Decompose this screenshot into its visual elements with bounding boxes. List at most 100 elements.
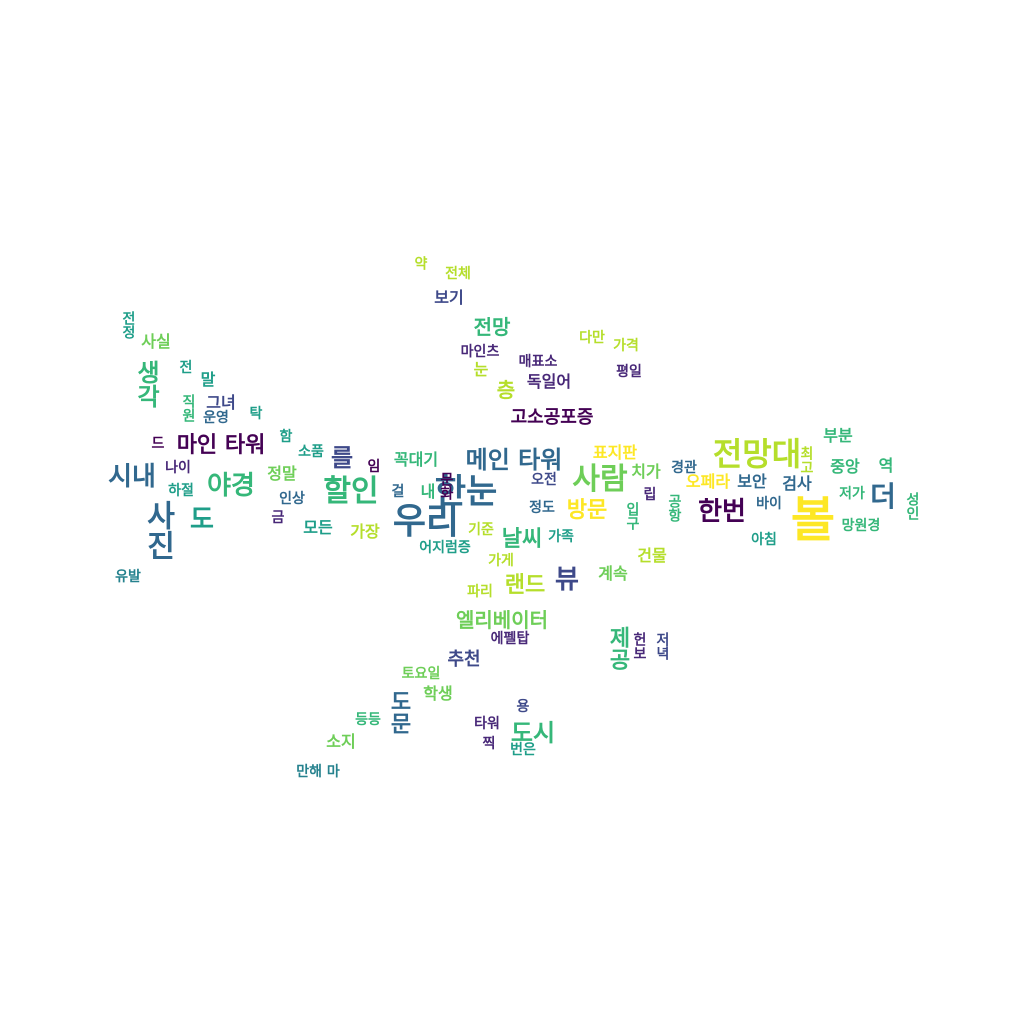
word-cloud-word: 다만 [579, 330, 605, 346]
word-cloud-word: 드 [151, 436, 165, 452]
word-cloud-word: 오전 [531, 472, 557, 488]
word-cloud-word: 부분 [823, 426, 853, 445]
word-cloud-word: 뷰 [555, 565, 579, 595]
word-cloud-word: 도시 [510, 719, 556, 747]
word-cloud-word: 한눈 [434, 472, 498, 512]
word-cloud-word: 를 [330, 444, 354, 472]
word-cloud-word: 함 [279, 429, 293, 445]
word-cloud-word: 찍 [482, 736, 496, 752]
word-cloud-word: 정도 [529, 500, 555, 516]
word-cloud-word: 경관 [671, 460, 697, 476]
word-cloud-word: 말 [200, 370, 216, 389]
word-cloud-word: 등등 [355, 712, 381, 728]
word-cloud-word: 전 [179, 360, 193, 376]
word-cloud-word: 성인 [904, 492, 920, 520]
word-cloud-word: 사람 [572, 462, 628, 497]
word-cloud-word: 도 [190, 505, 214, 535]
word-cloud-word: 모든 [303, 518, 333, 537]
word-cloud-word: 망원경 [841, 518, 881, 534]
word-cloud-word: 저녁 [654, 632, 670, 660]
word-cloud-word: 사실 [141, 332, 171, 351]
word-cloud-word: 우리 [392, 501, 460, 542]
word-cloud-word: 사진 [140, 500, 175, 560]
word-cloud-word: 가게 [488, 553, 514, 569]
word-cloud-word: 눈 [473, 360, 489, 379]
word-cloud-word: 엘리베이터 [456, 608, 548, 632]
word-cloud-word: 아침 [751, 532, 777, 548]
word-cloud-word: 층 [496, 378, 516, 402]
word-cloud-word: 그녀 [206, 393, 236, 412]
word-cloud-word: 중앙 [830, 457, 860, 476]
word-cloud-word: 어지럼증 [419, 540, 471, 556]
word-cloud-word: 직원 [180, 394, 196, 422]
word-cloud-word: 립 [643, 487, 657, 503]
word-cloud-word: 추천 [447, 649, 481, 670]
word-cloud-word: 용 [516, 699, 530, 715]
word-cloud-word: 역 [878, 456, 894, 475]
word-cloud-word: 최고 [798, 446, 814, 474]
word-cloud-word: 에펠탑 [490, 631, 530, 647]
word-cloud-word: 보안 [737, 472, 767, 491]
word-cloud-word: 전망대 [712, 435, 802, 473]
word-cloud-word: 학생 [423, 684, 453, 703]
word-cloud-word: 전정 [120, 311, 136, 339]
word-cloud-word: 마인 타워 [176, 433, 266, 458]
word-cloud-word: 도문 [386, 690, 411, 734]
word-cloud-word: 방문 [566, 498, 608, 523]
word-cloud-word: 검사 [782, 474, 812, 493]
word-cloud-word: 건물 [637, 546, 667, 565]
word-cloud-word: 약 [412, 256, 428, 270]
word-cloud-word: 공항 [666, 494, 682, 522]
word-cloud-word: 가족 [548, 529, 574, 545]
word-cloud-word: 헌보 [631, 632, 647, 660]
word-cloud-word: 전체 [445, 266, 471, 282]
word-cloud-word: 할인 [323, 474, 379, 509]
word-cloud-word: 한번 [698, 497, 746, 527]
word-cloud-word: 마인츠 [460, 344, 500, 360]
word-cloud-word: 번은 [510, 742, 536, 758]
word-cloud-word: 보기 [434, 288, 464, 307]
word-cloud-word: 고소공포증 [510, 407, 594, 428]
word-cloud-word: 정말 [267, 464, 297, 483]
word-cloud-word: 치가 [631, 462, 661, 481]
word-cloud-word: 메인 타워 [465, 446, 563, 474]
word-cloud-word: 토요일 [401, 666, 441, 682]
word-cloud-word: 표지판 [592, 443, 638, 462]
word-cloud-word: 야경 [207, 471, 255, 501]
word-cloud-word: 바이 [756, 496, 782, 512]
word-cloud-word: 랜드 [504, 573, 546, 598]
word-cloud-word: 인상 [279, 491, 305, 507]
word-cloud-word: 가장 [350, 522, 380, 541]
word-cloud-word: 만해 마 [296, 764, 340, 780]
word-cloud-word: 생각 [132, 360, 160, 408]
word-cloud-word: 임 [367, 459, 381, 475]
word-cloud-word: 날씨 [501, 527, 543, 552]
word-cloud-word: 매표소 [518, 354, 558, 370]
word-cloud-word: 하절 [168, 483, 194, 499]
word-cloud-word: 기준 [468, 522, 494, 538]
word-cloud-word: 평일 [616, 364, 642, 380]
word-cloud-word: 탁 [249, 406, 263, 422]
word-cloud-word: 문화 [438, 472, 454, 500]
word-cloud-word: 시내 [108, 462, 156, 492]
word-cloud-word: 운영 [203, 410, 229, 426]
word-cloud-word: 볼 [790, 492, 836, 548]
word-cloud-word: 가격 [613, 338, 639, 354]
word-cloud-word: 전망 [473, 315, 511, 339]
word-cloud-word: 나이 [165, 460, 191, 476]
word-cloud-word: 유발 [115, 569, 141, 585]
word-cloud-word: 계속 [598, 564, 628, 583]
word-cloud-word: 내 [420, 482, 436, 501]
word-cloud-word: 타워 [474, 716, 500, 732]
word-cloud-word: 걸 [391, 484, 405, 500]
word-cloud-word: 저가 [839, 486, 865, 502]
word-cloud-word: 소품 [298, 444, 324, 460]
word-cloud-word: 제공 [605, 626, 630, 670]
word-cloud-word: 꼭대기 [393, 450, 439, 469]
word-cloud-word: 파리 [467, 584, 493, 600]
word-cloud-word: 더 [870, 480, 896, 513]
word-cloud-word: 소지 [326, 732, 356, 751]
word-cloud-word: 금 [271, 510, 285, 526]
word-cloud-word: 독일어 [526, 372, 572, 391]
